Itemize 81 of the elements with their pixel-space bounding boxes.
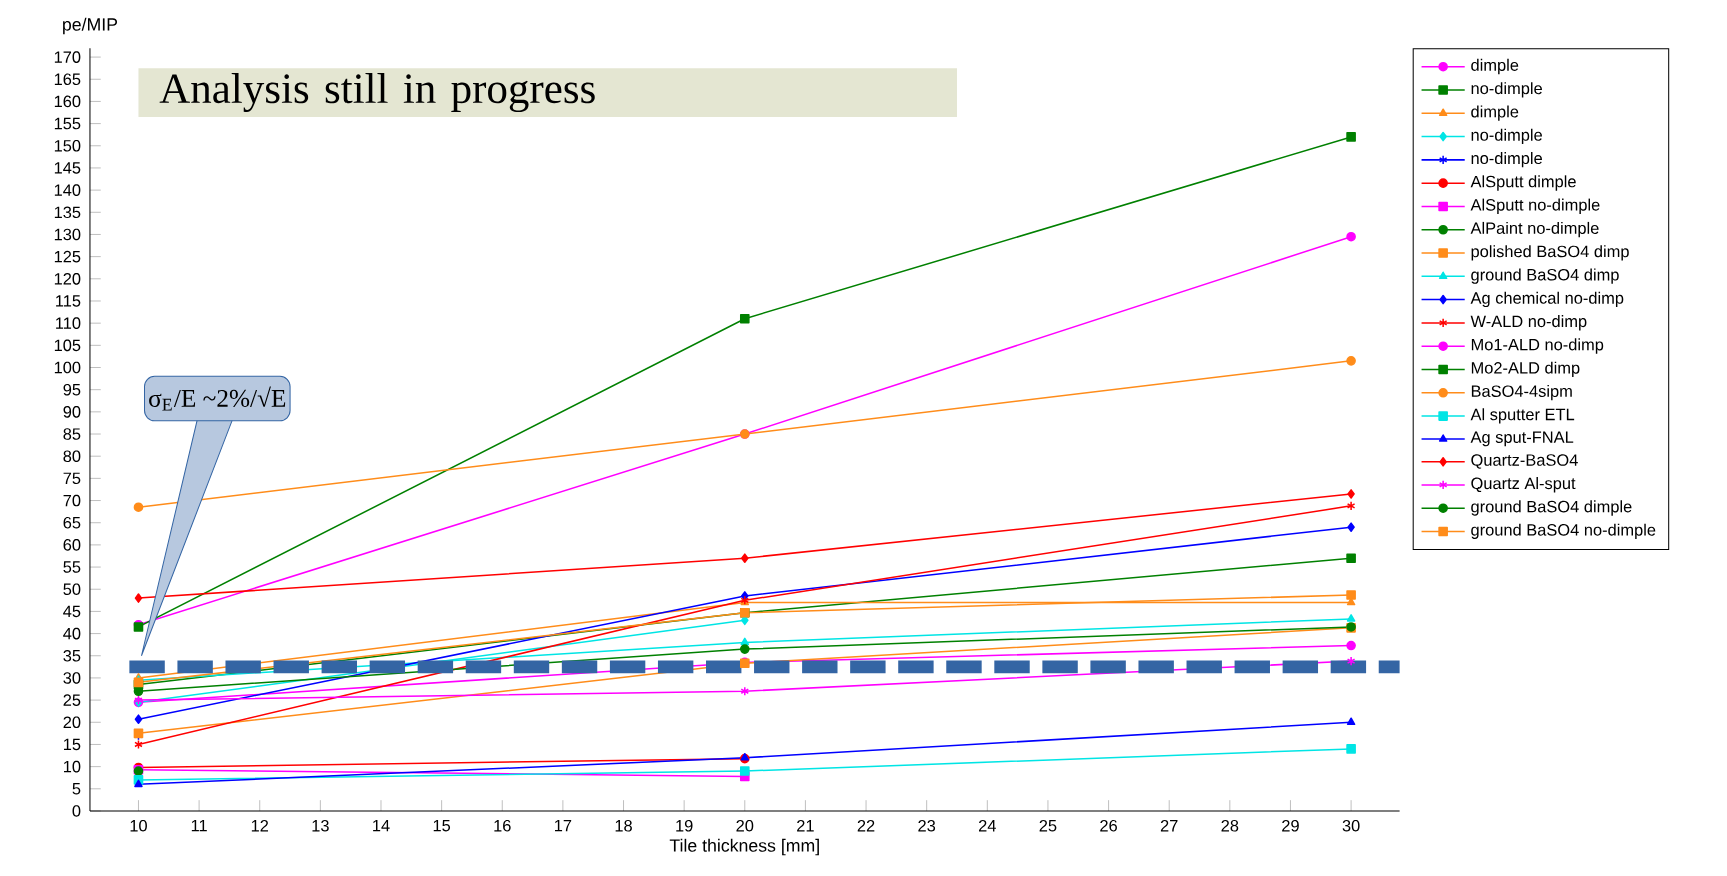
y-tick-label: 170 bbox=[54, 51, 81, 64]
y-tick-label: 35 bbox=[63, 650, 81, 662]
x-tick-label: 21 bbox=[797, 820, 814, 832]
x-tick-label: 17 bbox=[555, 820, 572, 832]
legend-label: Ag sput-FNAL bbox=[1470, 431, 1574, 447]
legend-label: Quartz Al-sput bbox=[1471, 477, 1576, 493]
legend-label: Al sputter ETL bbox=[1470, 408, 1575, 424]
y-tick-label: 55 bbox=[63, 561, 81, 573]
y-axis-title: pe/MIP bbox=[63, 17, 118, 35]
y-tick-label: 110 bbox=[56, 317, 81, 330]
legend-label: W-ALD no-dimp bbox=[1470, 315, 1587, 331]
x-tick-label: 19 bbox=[676, 820, 693, 832]
legend-label: AlSputt no-dimple bbox=[1470, 198, 1600, 215]
legend-label: AlPaint no-dimple bbox=[1470, 222, 1599, 238]
y-tick-label: 120 bbox=[54, 273, 81, 285]
x-tick-label: 11 bbox=[191, 820, 207, 832]
legend-label: Quartz-BaSO4 bbox=[1471, 454, 1578, 469]
legend-label: no-dimple bbox=[1471, 152, 1542, 168]
y-tick-label: 140 bbox=[54, 184, 81, 197]
x-tick-label: 26 bbox=[1100, 820, 1117, 832]
x-tick-label: 23 bbox=[918, 820, 936, 832]
y-tick-label: 75 bbox=[63, 472, 81, 485]
x-tick-label: 12 bbox=[251, 820, 269, 832]
y-tick-label: 90 bbox=[63, 406, 81, 418]
y-tick-label: 115 bbox=[56, 295, 81, 307]
x-tick-label: 28 bbox=[1221, 820, 1239, 832]
legend-label: ground BaSO4 no-dimple bbox=[1471, 523, 1656, 540]
x-tick-label: 25 bbox=[1039, 820, 1057, 832]
y-tick-label: 25 bbox=[63, 694, 81, 707]
y-tick-label: 105 bbox=[54, 339, 81, 352]
x-tick-label: 10 bbox=[130, 820, 147, 832]
x-tick-label: 27 bbox=[1160, 820, 1178, 832]
legend-label: ground BaSO4 dimple bbox=[1471, 500, 1632, 516]
x-tick-label: 22 bbox=[857, 820, 875, 832]
x-tick-label: 20 bbox=[736, 820, 754, 832]
legend-label: dimple bbox=[1471, 58, 1519, 75]
y-tick-label: 0 bbox=[72, 805, 81, 817]
y-tick-label: 125 bbox=[54, 250, 81, 263]
legend-label: AlSputt dimple bbox=[1470, 175, 1576, 191]
x-tick-label: 29 bbox=[1282, 820, 1299, 832]
legend-label: Mo1-ALD no-dimp bbox=[1471, 338, 1604, 354]
legend-label: no-dimple bbox=[1471, 128, 1542, 145]
y-tick-label: 50 bbox=[63, 583, 81, 596]
y-tick-label: 145 bbox=[54, 162, 81, 174]
y-tick-label: 135 bbox=[54, 206, 81, 219]
x-tick-label: 16 bbox=[494, 820, 511, 832]
x-tick-label: 13 bbox=[312, 820, 329, 832]
y-tick-label: 95 bbox=[63, 384, 81, 396]
y-tick-label: 40 bbox=[63, 627, 81, 640]
y-tick-label: 80 bbox=[63, 450, 81, 463]
x-tick-label: 14 bbox=[373, 820, 390, 832]
y-tick-label: 45 bbox=[63, 605, 81, 618]
y-tick-label: 15 bbox=[64, 738, 81, 751]
y-tick-label: 100 bbox=[54, 361, 81, 374]
x-tick-label: 30 bbox=[1342, 820, 1360, 832]
legend-label: BaSO4-4sipm bbox=[1471, 385, 1572, 401]
y-tick-label: 10 bbox=[64, 760, 81, 773]
legend-label: polished BaSO4 dimp bbox=[1471, 245, 1629, 261]
y-tick-label: 30 bbox=[63, 672, 81, 684]
x-tick-label: 24 bbox=[979, 820, 996, 832]
legend-label: ground BaSO4 dimp bbox=[1471, 268, 1619, 284]
legend-label: Mo2-ALD dimp bbox=[1471, 361, 1580, 378]
y-tick-label: 150 bbox=[54, 140, 81, 152]
y-tick-label: 70 bbox=[63, 494, 81, 507]
x-tick-label: 15 bbox=[433, 820, 451, 832]
y-tick-label: 160 bbox=[54, 95, 81, 108]
legend-label: no-dimple bbox=[1471, 82, 1542, 98]
y-tick-label: 165 bbox=[54, 73, 81, 86]
y-tick-label: 20 bbox=[63, 716, 81, 729]
x-tick-label: 18 bbox=[615, 820, 632, 832]
y-tick-label: 60 bbox=[63, 539, 81, 551]
x-axis-title: Tile thickness [mm] bbox=[669, 838, 819, 856]
y-tick-label: 155 bbox=[54, 118, 81, 130]
text: Analysis still in progress bbox=[159, 73, 595, 113]
annotation: σ$_{E}$/E ~2%/√E bbox=[149, 386, 286, 411]
y-tick-label: 130 bbox=[54, 228, 81, 241]
legend-label: dimple bbox=[1471, 105, 1519, 121]
y-tick-label: 5 bbox=[72, 783, 81, 795]
y-tick-label: 85 bbox=[63, 428, 81, 440]
y-tick-label: 65 bbox=[63, 517, 81, 529]
legend-label: Ag chemical no-dimp bbox=[1470, 291, 1624, 308]
